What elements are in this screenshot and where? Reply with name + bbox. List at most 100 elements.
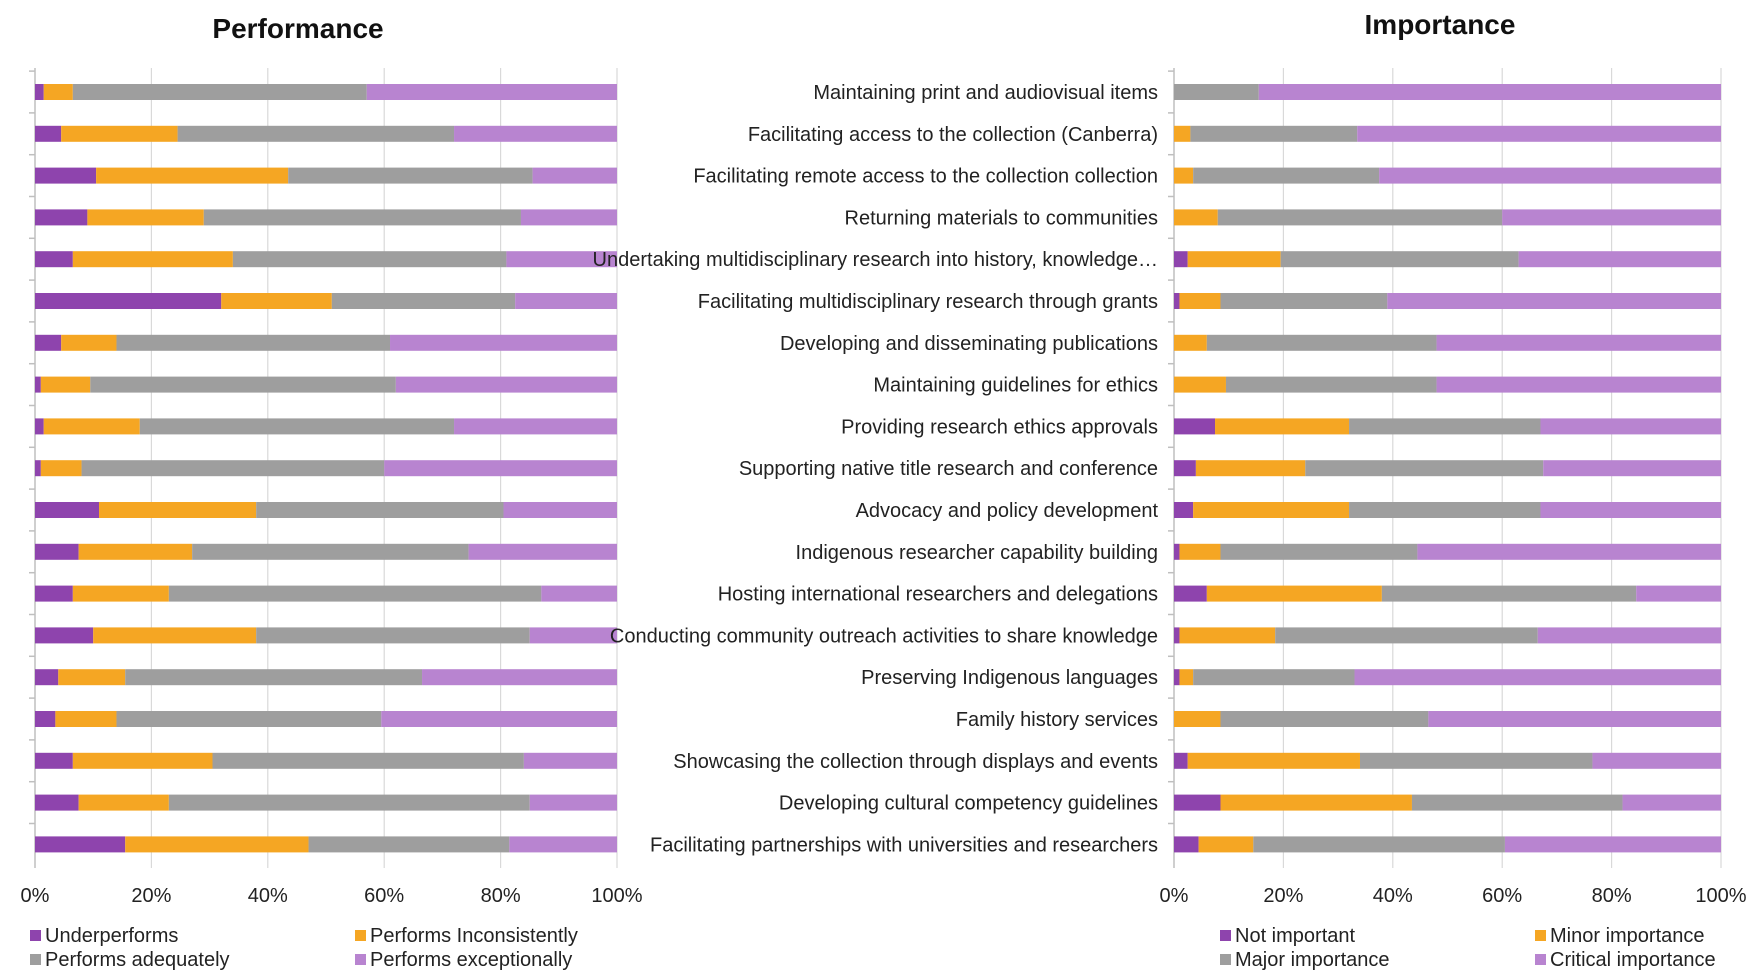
bar-performs-exceptionally	[515, 293, 617, 309]
legend-label: Underperforms	[45, 925, 178, 947]
x-tick-label: 20%	[131, 885, 171, 907]
bar-underperforms	[35, 585, 73, 602]
bar-performs-inconsistently	[43, 84, 73, 100]
bar-performs-adequately	[125, 669, 423, 686]
bar-performs-adequately	[116, 711, 382, 727]
bar-major-importance	[1217, 209, 1503, 226]
bar-performs-exceptionally	[454, 125, 617, 142]
bar-performs-inconsistently	[87, 209, 204, 226]
bar-performs-inconsistently	[72, 585, 169, 602]
bar-performs-adequately	[139, 418, 455, 435]
bar-underperforms	[35, 376, 41, 393]
bar-not-important	[1174, 585, 1207, 602]
bar-underperforms	[35, 794, 79, 811]
x-tick-label: 60%	[364, 885, 404, 907]
bar-minor-importance	[1195, 460, 1306, 477]
bar-critical-importance	[1518, 251, 1721, 268]
legend-label: Performs exceptionally	[370, 949, 572, 971]
bar-major-importance	[1220, 293, 1388, 309]
bar-minor-importance	[1179, 293, 1221, 309]
category-label: Supporting native title research and con…	[739, 458, 1158, 480]
bar-major-importance	[1381, 585, 1637, 602]
legend-swatch	[1220, 954, 1231, 965]
bar-performs-inconsistently	[78, 794, 169, 811]
bar-not-important	[1174, 794, 1221, 811]
importance-chart: Importance 0% 20% 40% 60% 80% 100% Not importan…	[1160, 9, 1747, 971]
category-labels: Maintaining print and audiovisual items F…	[593, 82, 1159, 856]
bar-critical-importance	[1258, 84, 1721, 100]
bar-performs-exceptionally	[454, 418, 617, 435]
x-tick-label: 80%	[481, 885, 521, 907]
x-tick-label: 100%	[1695, 885, 1746, 907]
bar-underperforms	[35, 209, 88, 226]
bar-performs-exceptionally	[381, 711, 617, 727]
bar-performs-inconsistently	[221, 293, 332, 309]
performance-chart: Performance 0% 20% 40% 60% 80% 100% Underperfor…	[21, 13, 643, 971]
bar-not-important	[1174, 669, 1180, 686]
bar-not-important	[1174, 543, 1180, 560]
bar-critical-importance	[1502, 209, 1721, 226]
category-label: Hosting international researchers and de…	[718, 584, 1158, 606]
bar-performs-adequately	[81, 460, 385, 477]
bar-minor-importance	[1215, 418, 1350, 435]
bar-underperforms	[35, 460, 41, 477]
bar-minor-importance	[1187, 752, 1360, 769]
bar-performs-inconsistently	[96, 167, 289, 184]
bar-minor-importance	[1220, 794, 1412, 811]
bar-performs-exceptionally	[520, 209, 617, 226]
category-label: Providing research ethics approvals	[841, 416, 1158, 438]
bar-not-important	[1174, 460, 1196, 477]
bar-minor-importance	[1174, 334, 1207, 351]
bar-major-importance	[1359, 752, 1593, 769]
bar-performs-adequately	[256, 502, 504, 518]
bar-performs-exceptionally	[506, 251, 617, 268]
category-label: Showcasing the collection through displa…	[673, 751, 1158, 773]
bar-critical-importance	[1379, 167, 1721, 184]
bar-performs-exceptionally	[468, 543, 617, 560]
category-label: Conducting community outreach activities…	[610, 625, 1158, 647]
category-label: Maintaining guidelines for ethics	[873, 375, 1158, 397]
bar-underperforms	[35, 711, 56, 727]
bar-underperforms	[35, 502, 100, 518]
bar-major-importance	[1190, 125, 1358, 142]
x-tick-label: 0%	[21, 885, 50, 907]
bar-performs-exceptionally	[395, 376, 617, 393]
bar-performs-inconsistently	[61, 125, 178, 142]
legend-swatch	[1535, 930, 1546, 941]
bar-not-important	[1174, 752, 1188, 769]
bar-critical-importance	[1592, 752, 1721, 769]
category-label: Facilitating access to the collection (C…	[748, 124, 1158, 146]
bar-underperforms	[35, 84, 44, 100]
bar-minor-importance	[1174, 209, 1218, 226]
chart-title: Importance	[1365, 9, 1516, 40]
bar-minor-importance	[1179, 669, 1194, 686]
category-label: Returning materials to communities	[845, 207, 1158, 229]
bar-critical-importance	[1504, 836, 1721, 853]
x-tick-label: 60%	[1482, 885, 1522, 907]
bar-performs-inconsistently	[40, 376, 91, 393]
bar-major-importance	[1275, 627, 1538, 644]
legend-swatch	[355, 954, 366, 965]
bar-major-importance	[1193, 669, 1355, 686]
chart-title: Performance	[212, 13, 383, 44]
category-label: Facilitating partnerships with universit…	[650, 834, 1158, 856]
bar-not-important	[1174, 293, 1180, 309]
bar-performs-exceptionally	[390, 334, 617, 351]
bar-critical-importance	[1540, 418, 1721, 435]
bar-performs-inconsistently	[125, 836, 309, 853]
bar-performs-adequately	[256, 627, 530, 644]
bar-underperforms	[35, 752, 73, 769]
bar-critical-importance	[1622, 794, 1721, 811]
bar-minor-importance	[1206, 585, 1382, 602]
bar-major-importance	[1280, 251, 1519, 268]
bar-performs-adequately	[331, 293, 516, 309]
bar-major-importance	[1193, 167, 1380, 184]
bar-performs-adequately	[232, 251, 507, 268]
legend-label: Critical importance	[1550, 949, 1716, 971]
bar-minor-importance	[1198, 836, 1254, 853]
legend-swatch	[30, 954, 41, 965]
bar-major-importance	[1349, 502, 1541, 518]
bar-critical-importance	[1543, 460, 1721, 477]
bar-performs-adequately	[168, 794, 530, 811]
bar-critical-importance	[1357, 125, 1721, 142]
